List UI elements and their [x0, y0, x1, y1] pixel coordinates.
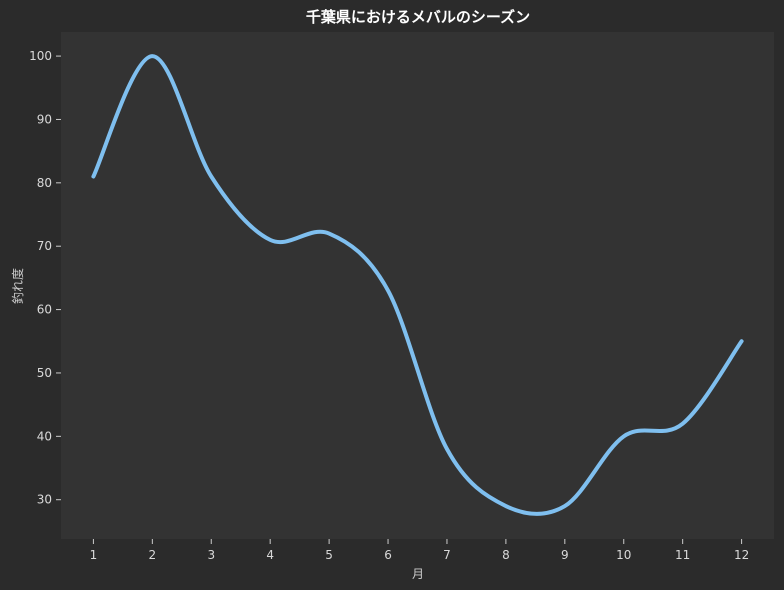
x-tick-label: 6 — [384, 548, 392, 562]
x-tick-label: 4 — [266, 548, 274, 562]
y-tick-label: 80 — [37, 176, 52, 190]
y-tick-label: 90 — [37, 112, 52, 126]
x-tick-label: 2 — [149, 548, 157, 562]
chart-title: 千葉県におけるメバルのシーズン — [306, 8, 530, 26]
y-axis-label: 釣れ度 — [10, 268, 25, 304]
y-tick-label: 40 — [37, 429, 52, 443]
x-tick-label: 5 — [325, 548, 333, 562]
x-tick-label: 9 — [561, 548, 569, 562]
plot-area — [61, 32, 774, 539]
x-tick-label: 10 — [616, 548, 631, 562]
x-tick-label: 11 — [675, 548, 690, 562]
x-axis-label: 月 — [412, 567, 424, 581]
y-tick-label: 30 — [37, 493, 52, 507]
x-tick-label: 8 — [502, 548, 510, 562]
x-tick-label: 7 — [443, 548, 451, 562]
x-tick-label: 3 — [207, 548, 215, 562]
x-tick-label: 12 — [734, 548, 749, 562]
y-tick-label: 50 — [37, 366, 52, 380]
y-tick-label: 70 — [37, 239, 52, 253]
x-tick-label: 1 — [90, 548, 98, 562]
y-tick-label: 100 — [29, 49, 52, 63]
series-line — [91, 54, 744, 516]
y-tick-label: 60 — [37, 303, 52, 317]
